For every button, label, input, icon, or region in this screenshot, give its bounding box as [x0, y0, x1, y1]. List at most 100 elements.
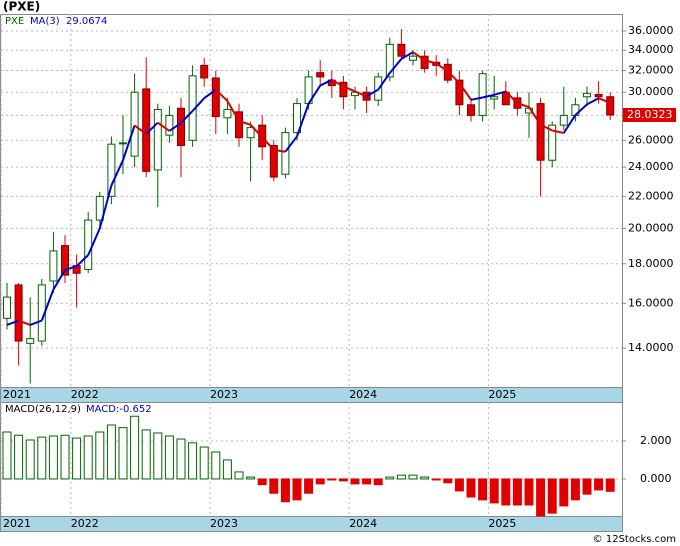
ma-line — [586, 97, 600, 106]
ma-line — [424, 59, 437, 65]
x-tick-label: 2025 — [488, 388, 516, 401]
candle-body — [606, 96, 615, 116]
ma-line — [284, 135, 298, 153]
ma-line — [400, 51, 414, 60]
candle-body — [339, 81, 348, 98]
macd-bar — [547, 478, 557, 514]
macd-bar — [25, 439, 35, 480]
candle-body — [235, 111, 243, 139]
x-tick-label: 2023 — [210, 517, 238, 530]
legend-ticker: PXE — [5, 16, 24, 27]
ma-line — [574, 103, 588, 116]
macd-bar — [14, 434, 24, 480]
macd-bar — [489, 478, 499, 504]
candle-body — [455, 79, 464, 106]
candle-body — [478, 73, 487, 116]
chart-title: (PXE) — [3, 0, 40, 14]
x-tick-label: 2021 — [3, 388, 31, 401]
macd-bar — [83, 435, 93, 480]
candle-body — [594, 93, 603, 98]
ma-line — [40, 289, 55, 321]
ma-line — [87, 227, 101, 256]
candle-body — [3, 296, 11, 319]
last-price-box — [623, 108, 676, 123]
y-tick-label: 22.0000 — [628, 189, 674, 202]
candle-body — [536, 103, 545, 161]
macd-bar — [106, 424, 116, 480]
ma-line — [562, 114, 577, 134]
macd-bar — [118, 427, 128, 480]
candle-body — [246, 127, 255, 139]
last-price-label: 28.0323 — [627, 108, 673, 121]
ma-line — [64, 265, 77, 271]
candle-body — [467, 104, 475, 116]
date-band — [0, 516, 623, 532]
ma-line — [215, 88, 229, 102]
y-tick-label: 20.0000 — [628, 221, 674, 234]
macd-bar — [512, 478, 522, 506]
y-tick-label: 0.000 — [640, 472, 672, 485]
ma-line — [180, 110, 194, 124]
ma-line — [319, 78, 333, 87]
candle-body — [223, 108, 232, 119]
macd-value: MACD:-0.652 — [86, 404, 152, 415]
x-tick-label: 2022 — [71, 388, 99, 401]
macd-bar — [408, 474, 418, 480]
candle-body — [548, 124, 557, 161]
candle-body — [119, 142, 127, 145]
macd-bar — [257, 478, 267, 486]
macd-bar — [350, 478, 360, 485]
macd-bar — [466, 478, 476, 498]
macd-bar — [582, 478, 592, 495]
ma-line — [191, 97, 205, 112]
ma-line — [366, 88, 379, 98]
macd-bar — [420, 476, 430, 480]
ma-line — [517, 102, 530, 109]
ma-line — [482, 93, 495, 99]
ma-line — [98, 185, 113, 229]
y-tick-label: 34.0000 — [628, 43, 674, 56]
ma-line — [598, 97, 611, 104]
macd-bar — [141, 429, 151, 480]
macd-bar — [327, 478, 337, 481]
source: © 12Stocks.com — [593, 534, 676, 545]
y-tick-label: 32.0000 — [628, 64, 674, 77]
macd-bar — [188, 442, 198, 480]
macd-bar — [570, 478, 580, 501]
macd-bar — [338, 478, 348, 482]
x-tick-label: 2024 — [349, 388, 377, 401]
ma-line — [261, 136, 275, 151]
candle-body — [293, 103, 301, 134]
y-tick-label: 16.0000 — [628, 296, 674, 309]
x-tick-label: 2025 — [488, 517, 516, 530]
y-tick-label: 36.0000 — [628, 24, 674, 37]
ma-line — [168, 122, 182, 132]
ma-line — [75, 254, 89, 267]
ma-line — [389, 58, 403, 74]
candle-body — [269, 144, 278, 178]
ma-line — [226, 100, 240, 122]
candle-body — [165, 114, 174, 136]
macd-bar — [605, 478, 615, 492]
ma-line — [307, 85, 322, 105]
legend-ma-value: 29.0674 — [66, 16, 107, 27]
ma-line — [435, 62, 449, 73]
candle-body — [281, 132, 290, 175]
candle-body — [420, 55, 429, 69]
ma-line — [354, 90, 367, 98]
macd-bar — [164, 435, 174, 480]
ma-line — [540, 123, 553, 132]
ma-line — [157, 121, 170, 132]
macd-bar — [362, 478, 372, 485]
candle-body — [211, 77, 220, 118]
ma-line — [470, 96, 483, 101]
ma-line — [458, 82, 472, 101]
macd-bar — [72, 437, 82, 480]
macd-bar — [292, 478, 302, 501]
macd-bar — [2, 431, 12, 480]
candle-body — [107, 143, 116, 197]
macd-title: MACD(26,12,9) — [5, 404, 81, 415]
candle-body — [153, 108, 162, 171]
macd-bar — [153, 432, 163, 480]
